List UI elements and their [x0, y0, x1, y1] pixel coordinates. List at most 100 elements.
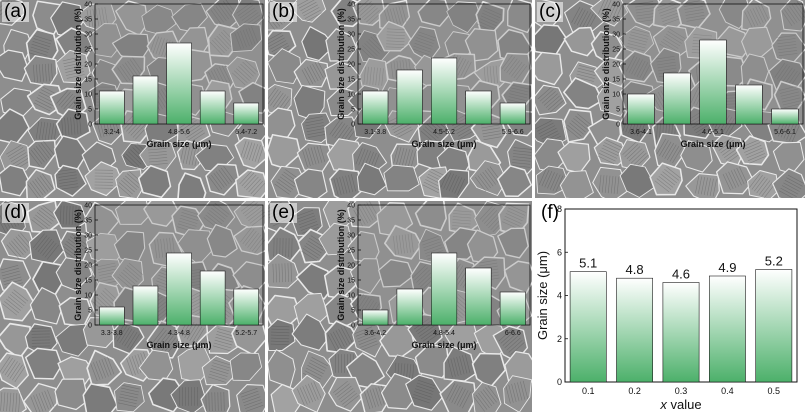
sem-striation — [249, 143, 256, 161]
x-tick-label: 3.6-4.2 — [364, 330, 386, 337]
sem-striation — [503, 218, 521, 227]
sem-striation — [511, 84, 530, 90]
sem-striation — [246, 207, 262, 219]
sem-striation — [251, 215, 265, 226]
x-axis-label: Grain size (μm) — [411, 340, 476, 350]
sem-striation — [305, 122, 324, 127]
sem-striation — [502, 333, 517, 346]
sem-striation — [212, 345, 231, 352]
sem-striation — [505, 385, 511, 404]
sem-striation — [129, 59, 141, 75]
bar — [465, 267, 492, 326]
sem-striation — [305, 384, 314, 403]
sem-striation — [506, 337, 521, 351]
sem-striation — [386, 40, 405, 42]
sem-striation — [733, 169, 742, 186]
sem-striation — [509, 204, 527, 213]
x-axis-label: Grain size (μm) — [680, 139, 745, 149]
sem-grain — [86, 349, 123, 386]
sem-striation — [7, 296, 23, 309]
sem-striation — [495, 65, 498, 84]
sem-grain — [535, 51, 563, 86]
sem-striation — [712, 179, 717, 197]
sem-striation — [780, 91, 799, 97]
sem-striation — [296, 212, 315, 220]
sem-striation — [130, 149, 144, 163]
sem-striation — [117, 276, 132, 290]
sem-striation — [616, 176, 620, 195]
sem-striation — [453, 213, 472, 216]
sem-striation — [13, 289, 29, 302]
sem-striation — [480, 15, 498, 24]
y-axis-label: Grain size (μm) — [535, 251, 550, 340]
sem-grain — [268, 318, 296, 352]
sem-striation — [656, 138, 667, 155]
sem-striation — [669, 28, 686, 39]
sem-striation — [97, 265, 116, 270]
sem-striation — [333, 178, 339, 196]
sem-striation — [404, 234, 408, 254]
sem-striation — [547, 97, 562, 111]
sem-striation — [306, 12, 323, 22]
panel-label-a: (a) — [2, 1, 30, 22]
sem-striation — [555, 175, 564, 193]
y-tick-label: 6 — [557, 247, 562, 257]
sem-striation — [62, 245, 79, 258]
sem-striation — [378, 386, 385, 405]
sem-striation — [604, 142, 622, 151]
sem-striation — [784, 9, 795, 25]
sem-striation — [425, 247, 443, 254]
sem-striation — [517, 382, 523, 401]
sem-striation — [722, 116, 733, 133]
sem-striation — [636, 13, 655, 17]
sem-striation — [307, 365, 324, 375]
sem-striation — [660, 173, 676, 186]
bar — [132, 285, 159, 326]
y-tick-label: 5 — [88, 307, 92, 314]
sem-striation — [720, 142, 736, 154]
sem-striation — [119, 274, 134, 287]
sem-striation — [758, 180, 771, 195]
sem-grain — [376, 20, 413, 52]
sem-striation — [189, 132, 206, 143]
sem-striation — [338, 388, 354, 400]
sem-striation — [666, 166, 681, 179]
sem-striation — [786, 123, 795, 140]
x-tick-label: 4.6-5.1 — [702, 129, 724, 136]
sem-striation — [396, 146, 402, 165]
sem-striation — [601, 175, 605, 193]
sem-striation — [415, 40, 433, 47]
sem-striation — [213, 173, 225, 188]
sem-striation — [658, 4, 676, 11]
panel-label-c: (c) — [537, 1, 564, 22]
sem-striation — [182, 122, 199, 133]
sem-striation — [457, 178, 465, 195]
sem-striation — [630, 31, 649, 37]
sem-striation — [39, 64, 41, 82]
sem-striation — [358, 206, 369, 224]
sem-striation — [412, 48, 430, 56]
sem-striation — [268, 20, 276, 31]
sem-striation — [667, 144, 677, 161]
sem-striation — [276, 181, 292, 193]
sem-striation — [178, 220, 197, 227]
sem-striation — [44, 122, 48, 141]
sem-striation — [393, 61, 397, 79]
sem-striation — [632, 152, 647, 166]
sem-striation — [504, 215, 522, 224]
sem-grain — [328, 376, 364, 412]
sem-striation — [450, 358, 456, 377]
sem-striation — [71, 233, 87, 246]
sem-striation — [661, 12, 679, 20]
sem-striation — [370, 36, 384, 50]
sem-striation — [66, 74, 85, 79]
sem-striation — [483, 10, 501, 18]
y-tick-label: 25 — [612, 46, 620, 53]
sem-striation — [489, 66, 492, 84]
sem-striation — [661, 141, 672, 158]
sem-striation — [386, 34, 405, 36]
sem-striation — [14, 366, 26, 383]
sem-striation — [238, 5, 254, 16]
y-tick-label: 15 — [84, 76, 92, 83]
sem-striation — [728, 171, 737, 188]
